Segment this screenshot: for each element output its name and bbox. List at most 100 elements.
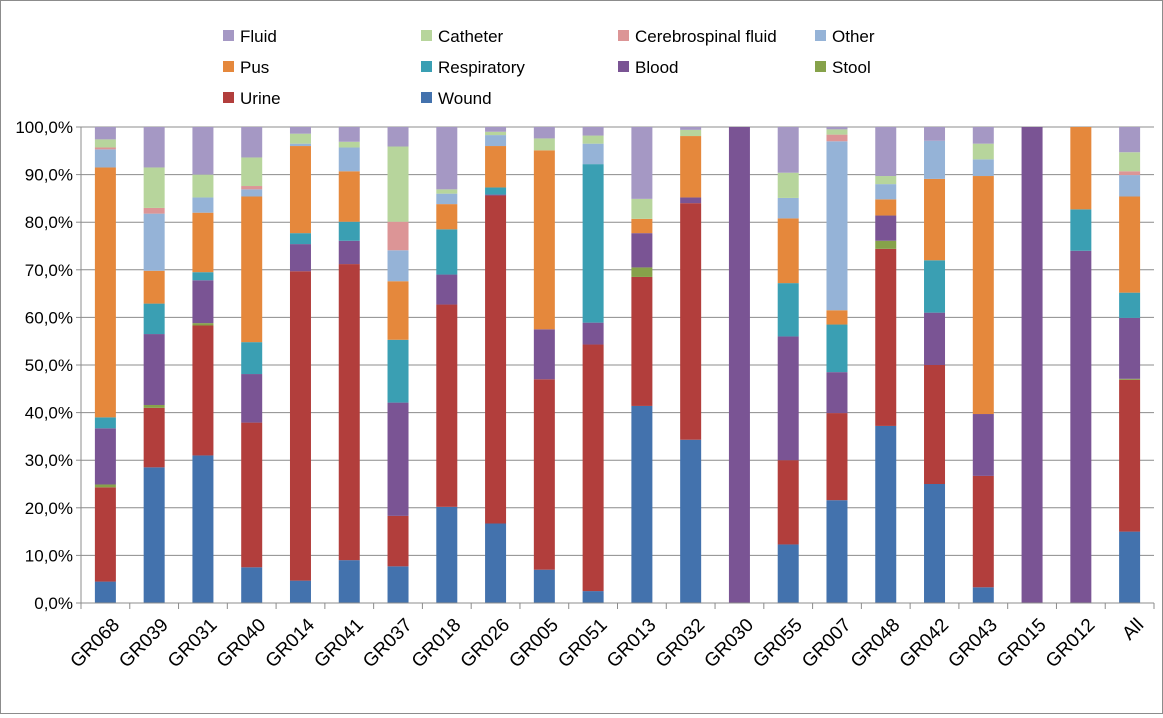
axes [76, 126, 1155, 609]
legend-swatch [421, 92, 432, 103]
bar-segment-gr042-other [924, 140, 946, 179]
x-tick-label-gr015: GR015 [993, 615, 1050, 672]
y-tick-label: 50,0% [25, 356, 73, 375]
bar-segment-gr043-catheter [972, 143, 994, 160]
bar-segment-all-cerebrospinal-fluid [1119, 171, 1141, 176]
x-tick-label-gr007: GR007 [798, 615, 855, 672]
bar-segment-gr014-other [289, 143, 311, 147]
y-tick-label: 20,0% [25, 499, 73, 518]
bar-segment-gr040-cerebrospinal-fluid [241, 186, 263, 190]
bar-segment-gr042-respiratory [924, 260, 946, 313]
bar-segment-gr040-pus [241, 196, 263, 343]
bar-segment-gr026-fluid [485, 127, 507, 132]
bar-segment-all-fluid [1119, 127, 1141, 153]
bar-segment-gr068-stool [94, 484, 116, 488]
bar-segment-gr041-urine [338, 264, 360, 561]
y-tick-label: 60,0% [25, 308, 73, 327]
legend-label: Pus [240, 58, 269, 77]
bar-segment-gr041-pus [338, 171, 360, 222]
bar-segment-gr013-urine [631, 276, 653, 406]
bar-segment-gr051-wound [582, 591, 604, 603]
bar-segment-gr032-blood [680, 197, 702, 204]
bar-segment-gr007-other [826, 141, 848, 311]
bar-segment-gr031-catheter [192, 174, 214, 198]
bar-segment-all-other [1119, 175, 1141, 197]
bar-segment-gr032-catheter [680, 129, 702, 137]
bar-segment-gr031-respiratory [192, 272, 214, 281]
legend-label: Fluid [240, 27, 277, 46]
legend-swatch [815, 61, 826, 72]
bar-segment-gr005-urine [533, 379, 555, 570]
bar-segment-gr068-urine [94, 487, 116, 582]
legend-label: Other [832, 27, 875, 46]
bar-segment-gr040-wound [241, 567, 263, 603]
legend-label: Wound [438, 89, 492, 108]
bar-segment-gr048-wound [875, 425, 897, 603]
bar-segment-gr007-blood [826, 372, 848, 414]
bar-segment-gr012-respiratory [1070, 209, 1092, 251]
bar-segment-gr014-pus [289, 146, 311, 234]
legend-swatch [223, 30, 234, 41]
bar-segment-gr037-blood [387, 402, 409, 516]
bar-segment-gr026-wound [485, 523, 507, 603]
bar-segment-gr037-urine [387, 515, 409, 567]
bar-segment-gr051-blood [582, 322, 604, 345]
bar-segment-gr051-respiratory [582, 164, 604, 323]
bar-segment-gr055-other [777, 197, 799, 219]
bar-segment-gr043-urine [972, 475, 994, 588]
bar-segment-gr005-wound [533, 569, 555, 603]
legend-swatch [421, 61, 432, 72]
y-tick-label: 10,0% [25, 546, 73, 565]
bar-segment-gr055-urine [777, 460, 799, 545]
bar-segment-all-catheter [1119, 152, 1141, 172]
bar-segment-gr039-other [143, 213, 165, 271]
bar-segment-gr018-other [436, 193, 458, 205]
legend-item-other: Other [815, 27, 875, 46]
bar-segment-all-respiratory [1119, 292, 1141, 318]
bar-segment-gr040-respiratory [241, 342, 263, 375]
bar-segment-gr041-wound [338, 560, 360, 603]
bar-segment-gr040-other [241, 189, 263, 197]
bar-segment-gr068-catheter [94, 139, 116, 148]
bar-segment-gr039-fluid [143, 127, 165, 168]
bar-segment-gr014-urine [289, 271, 311, 581]
bar-segment-gr048-other [875, 184, 897, 200]
bar-segment-gr051-fluid [582, 127, 604, 136]
legend-item-pus: Pus [223, 58, 269, 77]
bar-segment-gr040-urine [241, 422, 263, 568]
x-tick-label-gr055: GR055 [749, 615, 806, 672]
bar-segment-gr068-pus [94, 167, 116, 418]
bar-segment-gr055-respiratory [777, 283, 799, 337]
bar-segment-all-stool [1119, 378, 1141, 380]
bar-segment-gr018-fluid [436, 127, 458, 190]
legend-label: Blood [635, 58, 678, 77]
legend-swatch [618, 61, 629, 72]
bar-segment-gr043-blood [972, 414, 994, 476]
bar-segment-gr068-fluid [94, 127, 116, 140]
bar-segment-gr055-catheter [777, 172, 799, 198]
bar-segment-gr026-pus [485, 146, 507, 188]
bar-segment-gr013-wound [631, 405, 653, 603]
bar-segment-gr048-catheter [875, 176, 897, 185]
bar-segment-gr026-urine [485, 195, 507, 524]
bar-segment-gr018-pus [436, 204, 458, 230]
bar-segment-gr068-blood [94, 428, 116, 485]
bar-segment-gr043-pus [972, 176, 994, 415]
bar-segment-gr042-wound [924, 484, 946, 603]
x-tick-label-gr039: GR039 [115, 615, 172, 672]
bar-segment-gr026-respiratory [485, 187, 507, 195]
bar-segment-gr043-wound [972, 587, 994, 603]
x-tick-label-gr042: GR042 [896, 615, 953, 672]
bar-segment-gr005-blood [533, 329, 555, 380]
bar-segment-gr048-stool [875, 240, 897, 249]
bar-segment-gr007-fluid [826, 127, 848, 130]
bar-segment-gr014-fluid [289, 127, 311, 134]
y-tick-label: 40,0% [25, 404, 73, 423]
bar-segment-gr031-stool [192, 323, 214, 326]
bar-segment-gr007-catheter [826, 129, 848, 135]
bar-segment-gr037-wound [387, 566, 409, 603]
bar-segment-gr043-other [972, 159, 994, 177]
x-tick-label-gr005: GR005 [506, 615, 563, 672]
legend-label: Catheter [438, 27, 504, 46]
bar-segment-gr039-urine [143, 407, 165, 468]
